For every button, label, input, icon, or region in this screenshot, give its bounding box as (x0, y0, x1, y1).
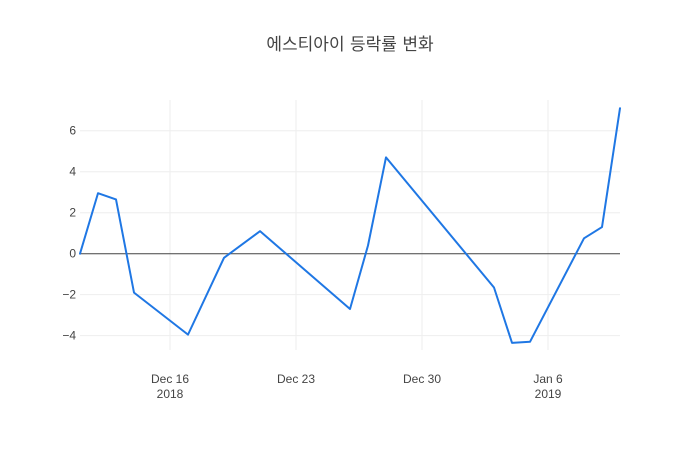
x-tick-label: Jan 6 (533, 372, 563, 386)
series-line (79, 107, 621, 344)
x-tick-label: Dec 30 (403, 372, 441, 386)
x-tick-year-label: 2018 (157, 387, 184, 401)
y-tick-label: 4 (69, 165, 76, 179)
y-tick-label: 2 (69, 206, 76, 220)
gridlines (80, 100, 620, 350)
series-layer (79, 107, 621, 344)
chart-title: 에스티아이 등락률 변화 (266, 35, 434, 55)
x-tick-label: Dec 16 (151, 372, 189, 386)
y-tick-label: 6 (69, 124, 76, 138)
y-tick-label: 0 (69, 247, 76, 261)
y-tick-label: −4 (62, 329, 76, 343)
y-tick-label: −2 (62, 288, 76, 302)
x-tick-label: Dec 23 (277, 372, 315, 386)
x-tick-year-label: 2019 (535, 387, 562, 401)
